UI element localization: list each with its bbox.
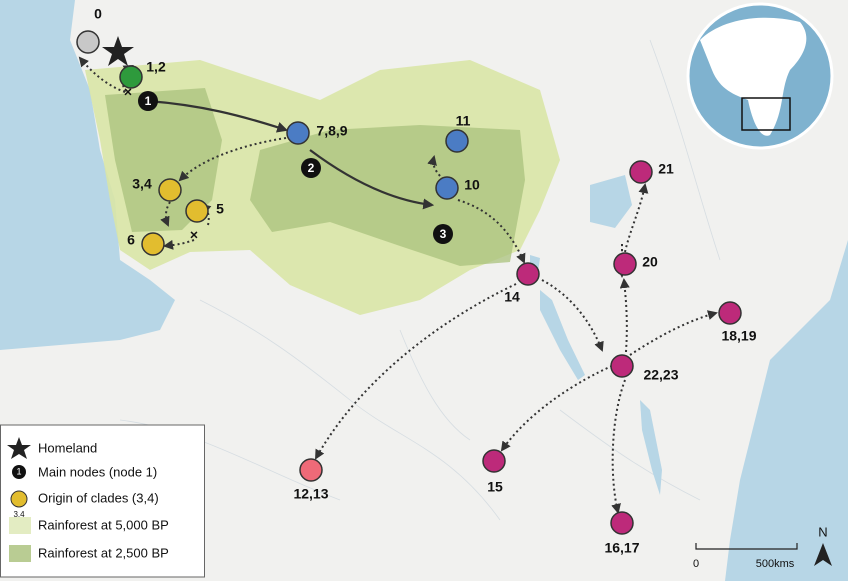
node-label: 12,13 (293, 486, 328, 502)
node (610, 511, 634, 535)
main-node-label: 1 (145, 94, 152, 108)
legend-icon (10, 490, 28, 508)
nodes: 01,23,4567,8,9101114202122,2318,191516,1… (76, 6, 757, 556)
node (119, 65, 143, 89)
node-label: 0 (94, 6, 102, 22)
node-label: 21 (658, 161, 674, 177)
legend: 1 3,4 Homeland Main nodes (node 1) Origi… (0, 424, 205, 578)
homeland-star (102, 36, 134, 66)
node-label: 22,23 (643, 367, 678, 383)
main-node (138, 91, 158, 111)
node (435, 176, 459, 200)
rainforest-2500 (250, 125, 525, 266)
node (76, 30, 100, 54)
legend-label: Main nodes (node 1) (38, 464, 157, 479)
node (482, 449, 506, 473)
main-node (301, 158, 321, 178)
node (299, 458, 323, 482)
north-label: N (818, 524, 827, 539)
rainforest-2500 (105, 88, 222, 232)
node-label: 5 (216, 201, 224, 217)
legend-icon-label: 1 (16, 466, 21, 476)
node (610, 354, 634, 378)
legend-icon-label: 3,4 (13, 510, 25, 519)
node (516, 262, 540, 286)
node (445, 129, 469, 153)
node (613, 252, 637, 276)
main-routes (147, 99, 435, 210)
north-arrow: N (814, 524, 832, 566)
node-label: 7,8,9 (316, 123, 347, 139)
legend-icon (9, 517, 31, 534)
scale-label: 0 (693, 558, 699, 570)
lakes (530, 175, 662, 495)
legend-icon (7, 437, 31, 459)
node-label: 3,4 (132, 176, 152, 192)
node-label: 6 (127, 232, 135, 248)
legend-icon (9, 545, 31, 562)
node-label: 10 (464, 177, 480, 193)
node-label: 1,2 (146, 59, 166, 75)
legend-box (0, 424, 205, 578)
node (185, 199, 209, 223)
indian-ocean (725, 240, 848, 581)
legend-label: Rainforest at 5,000 BP (38, 517, 169, 532)
scale-label: 500kms (756, 558, 795, 570)
node-label: 20 (642, 254, 658, 270)
main-node (433, 224, 453, 244)
node (158, 178, 182, 202)
legend-label: Homeland (38, 440, 97, 455)
legend-label: Origin of clades (3,4) (38, 490, 159, 505)
node (286, 121, 310, 145)
legend-label: Rainforest at 2,500 BP (38, 545, 169, 560)
loss-mark: × (190, 227, 198, 243)
legend-icon (12, 465, 26, 479)
main-node-label: 3 (440, 227, 447, 241)
node (629, 160, 653, 184)
scale-bar: 0 500kms (693, 543, 798, 570)
node-label: 16,17 (604, 540, 639, 556)
inset-globe (686, 2, 834, 150)
node (718, 301, 742, 325)
node (141, 232, 165, 256)
node-label: 18,19 (721, 328, 756, 344)
node-label: 14 (504, 289, 520, 305)
node-label: 15 (487, 479, 503, 495)
main-node-label: 2 (308, 161, 315, 175)
loss-mark: × (124, 84, 132, 100)
atlantic-ocean (0, 0, 175, 350)
node-label: 11 (456, 113, 471, 129)
